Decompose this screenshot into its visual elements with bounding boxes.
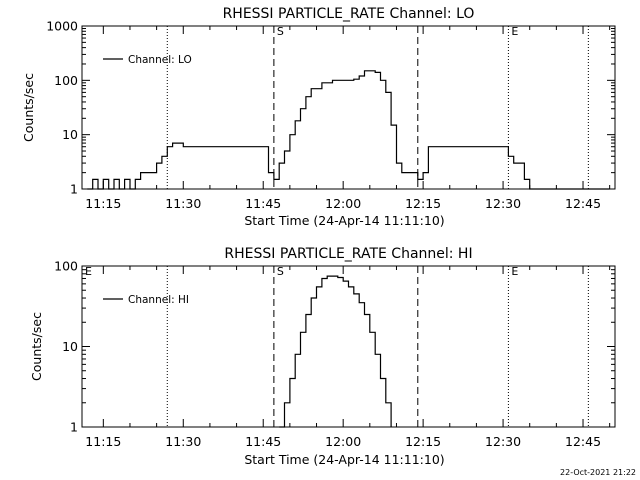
chart-title: RHESSI PARTICLE_RATE Channel: LO (223, 6, 475, 22)
x-tick-label: 11:45 (245, 434, 281, 449)
y-tick-label: 10 (62, 127, 78, 142)
x-tick-label: 12:45 (565, 434, 601, 449)
x-tick-label: 11:30 (165, 434, 201, 449)
series-line (87, 70, 610, 190)
x-axis-label: Start Time (24-Apr-14 11:11:10) (244, 452, 444, 467)
x-tick-label: 12:00 (325, 196, 361, 211)
x-axis-label: Start Time (24-Apr-14 11:11:10) (244, 213, 444, 228)
y-tick-label: 100 (54, 73, 78, 88)
x-tick-label: 12:30 (485, 196, 521, 211)
x-tick-label: 11:15 (85, 196, 121, 211)
x-tick-label: 11:45 (245, 196, 281, 211)
x-tick-label: 11:15 (85, 434, 121, 449)
interval-marker-s: S (277, 25, 284, 38)
timestamp: 22-Oct-2021 21:22 (560, 468, 636, 477)
interval-marker-e: E (85, 265, 92, 278)
chart-title: RHESSI PARTICLE_RATE Channel: HI (224, 246, 472, 262)
y-tick-label: 1 (70, 420, 78, 435)
interval-marker-e: E (511, 265, 518, 278)
x-tick-label: 12:45 (565, 196, 601, 211)
lo-channel-panel: RHESSI PARTICLE_RATE Channel: LO 11:15 11:… (21, 6, 616, 228)
series-line (279, 275, 392, 428)
plot-frame (81, 265, 616, 428)
legend-label: Channel: LO (128, 54, 192, 66)
y-tick-label: 1 (70, 182, 78, 197)
y-tick-label: 100 (54, 259, 78, 274)
y-axis-label: Counts/sec (29, 312, 44, 381)
interval-marker-e: E (511, 25, 518, 38)
x-tick-label: 12:15 (405, 196, 441, 211)
hi-channel-panel: RHESSI PARTICLE_RATE Channel: HI 11:15 11:… (29, 246, 616, 467)
x-tick-label: 12:00 (325, 434, 361, 449)
plot-frame (81, 25, 616, 190)
x-tick-label: 12:30 (485, 434, 521, 449)
x-tick-label: 11:30 (165, 196, 201, 211)
x-tick-label: 12:15 (405, 434, 441, 449)
y-tick-label: 1000 (46, 19, 78, 34)
y-axis-label: Counts/sec (21, 73, 36, 142)
interval-marker-s: S (277, 265, 284, 278)
legend-label: Channel: HI (128, 294, 189, 306)
y-tick-label: 10 (62, 339, 78, 354)
